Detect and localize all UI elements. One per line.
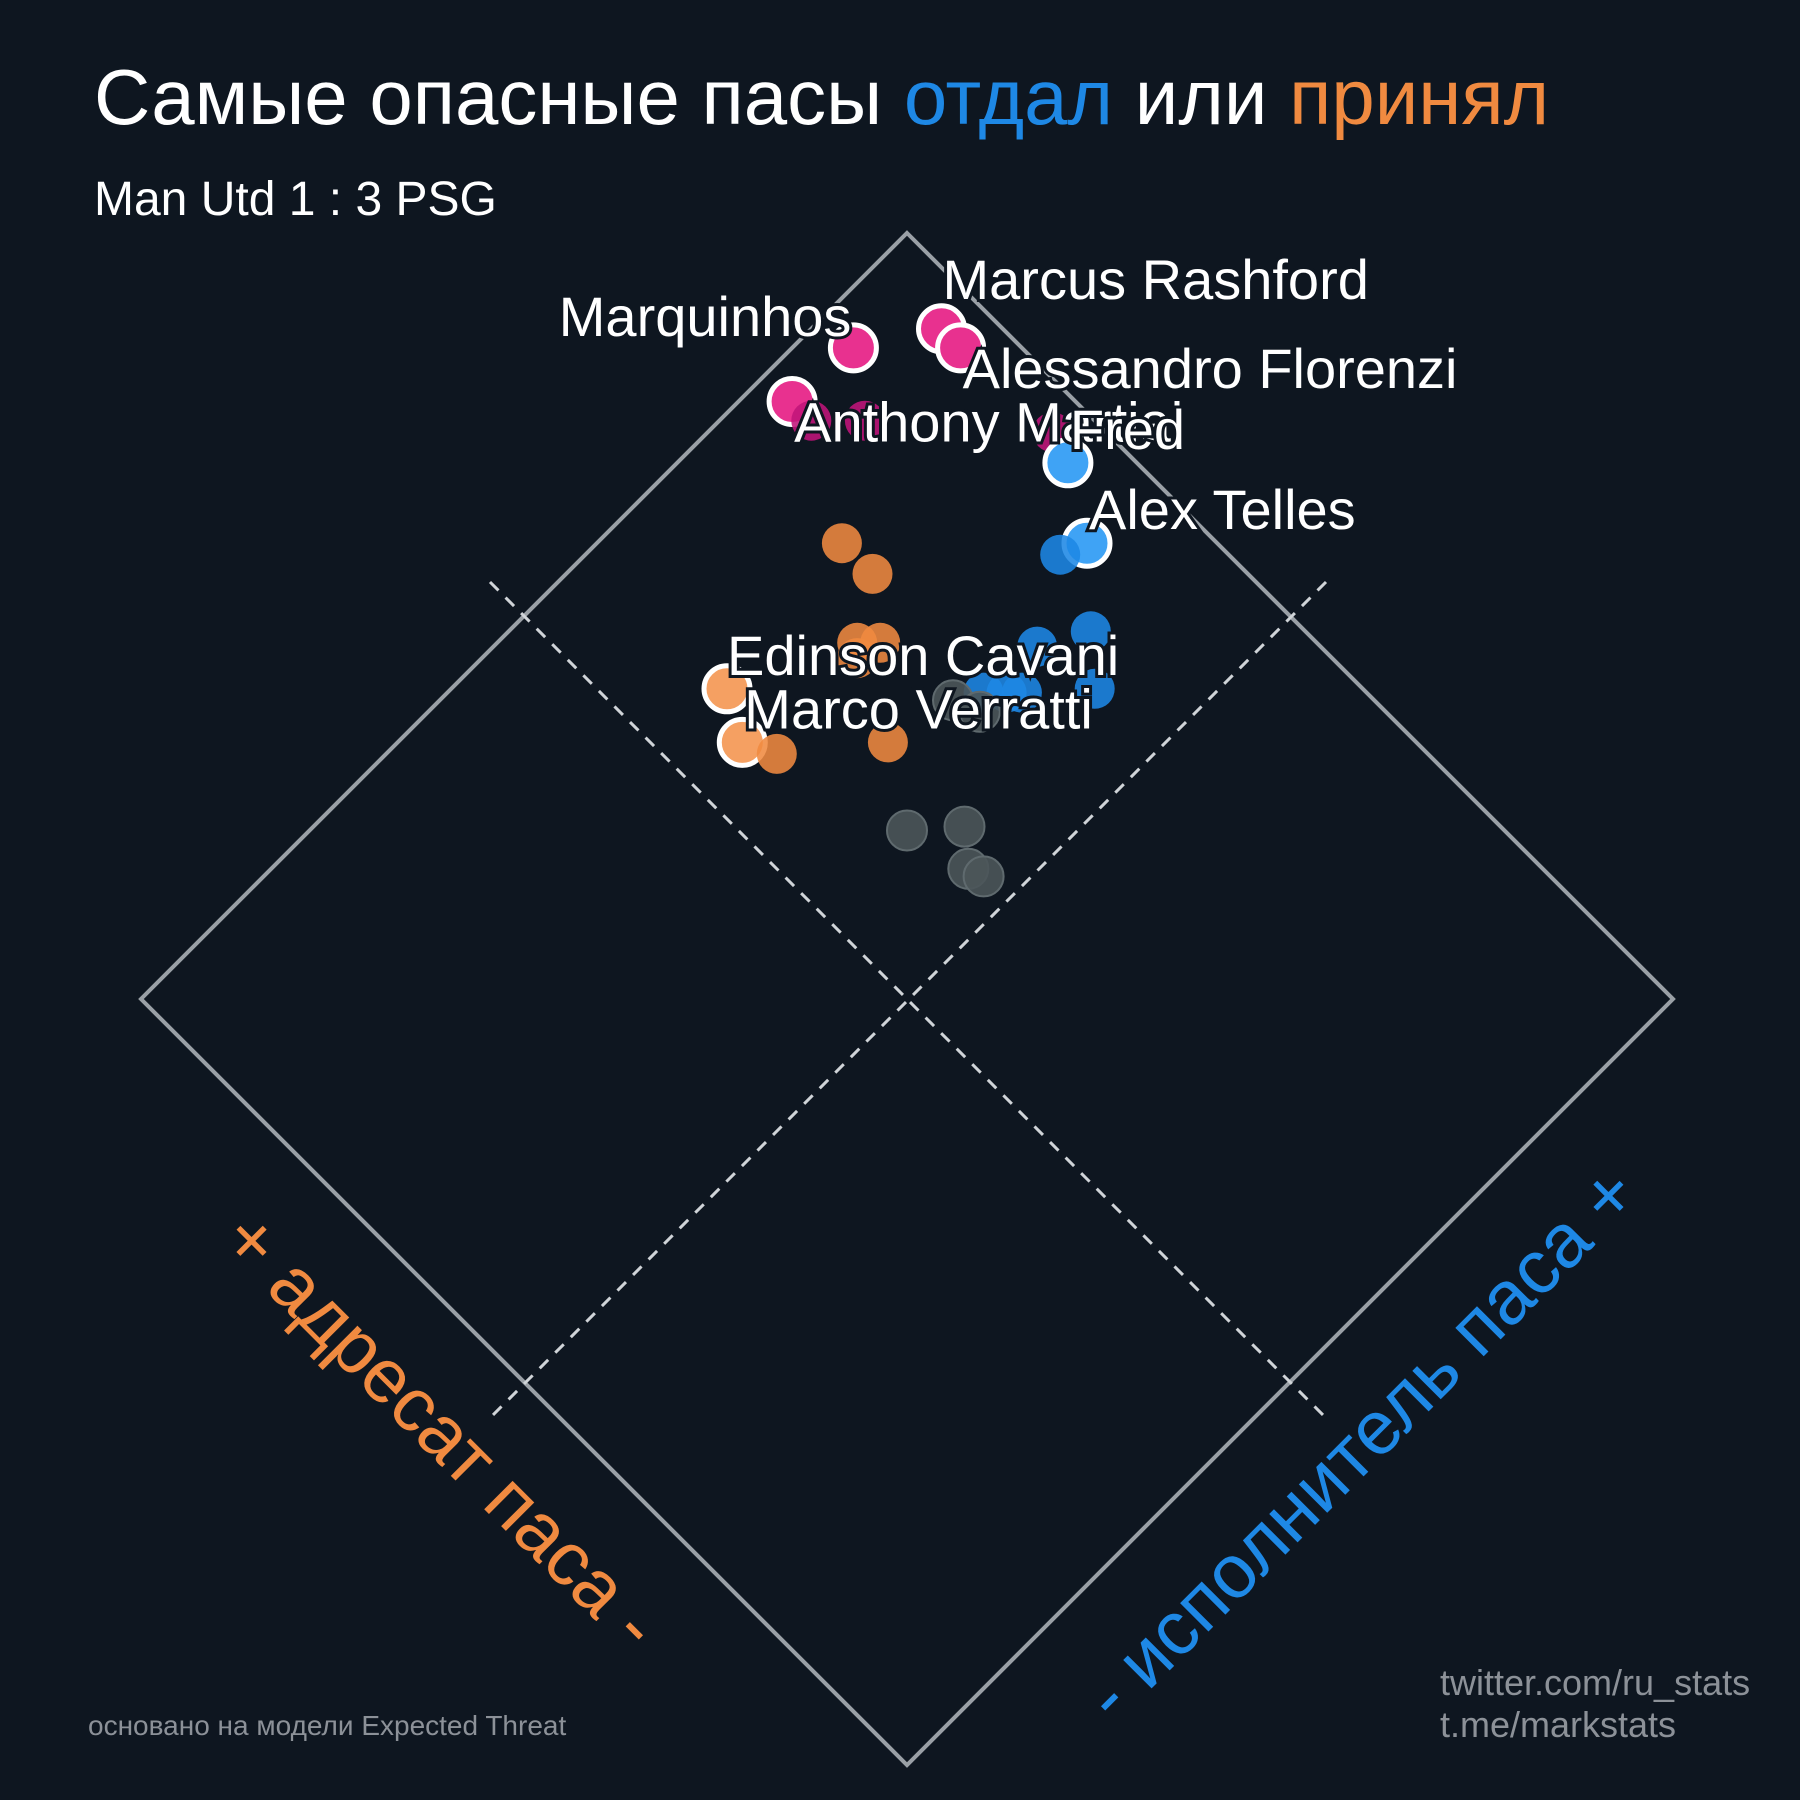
label-fred: Fred xyxy=(1070,398,1185,461)
title-part-1: Самые опасные пасы xyxy=(94,53,904,141)
point-both-5 xyxy=(844,400,885,441)
label-anthony-martial: Anthony Martial xyxy=(794,391,1183,454)
point-edinson-cavani xyxy=(701,663,753,715)
point-passer-11 xyxy=(1017,626,1058,667)
axis-label-passer: - исполнитель паса + xyxy=(1067,1150,1654,1737)
point-passer-15 xyxy=(1001,672,1042,713)
model-note: основано на модели Expected Threat xyxy=(88,1710,567,1741)
point-passer-10 xyxy=(1070,611,1111,652)
credit-twitter: twitter.com/ru_stats xyxy=(1440,1662,1751,1703)
points-layer xyxy=(701,303,1115,898)
credits: twitter.com/ru_stats t.me/markstats xyxy=(1440,1662,1750,1746)
labels-layer: Marcus Rashford Alessandro Florenzi Marqui… xyxy=(556,245,1461,744)
point-receiver-22 xyxy=(860,622,901,663)
label-marquinhos: Marquinhos xyxy=(559,285,852,348)
point-marquinhos xyxy=(827,322,879,374)
label-edinson-cavani: Edinson Cavani xyxy=(727,624,1119,687)
point-low-28 xyxy=(943,805,986,848)
point-low-30 xyxy=(962,855,1005,898)
label-alessandro-florenzi: Alessandro Florenzi xyxy=(963,337,1458,400)
credit-telegram: t.me/markstats xyxy=(1440,1704,1677,1745)
axis-label-receiver: + адресат паса - xyxy=(206,1195,677,1666)
title-highlight-received: принял xyxy=(1289,53,1550,141)
point-alessandro-florenzi xyxy=(935,322,987,374)
point-passer-12 xyxy=(1074,668,1115,709)
point-fred xyxy=(1042,437,1094,489)
point-receiver-24 xyxy=(867,722,908,763)
point-receiver-18 xyxy=(821,523,862,564)
plot-frame xyxy=(138,230,1676,1768)
point-receiver-23 xyxy=(756,733,797,774)
title-part-3: или xyxy=(1113,53,1290,141)
point-receiver-19 xyxy=(852,553,893,594)
point-passer-9 xyxy=(1040,534,1081,575)
chart-title: Самые опасные пасы отдал или принял xyxy=(94,52,1549,143)
label-marco-verratti: Marco Verratti xyxy=(744,677,1093,740)
title-highlight-passed: отдал xyxy=(903,53,1114,141)
point-low-26 xyxy=(958,690,1001,733)
chart-subtitle: Man Utd 1 : 3 PSG xyxy=(94,173,497,226)
label-marcus-rashford: Marcus Rashford xyxy=(943,248,1369,311)
label-alex-telles: Alex Telles xyxy=(1089,478,1356,541)
point-both-4 xyxy=(791,400,832,441)
point-low-27 xyxy=(886,809,928,852)
